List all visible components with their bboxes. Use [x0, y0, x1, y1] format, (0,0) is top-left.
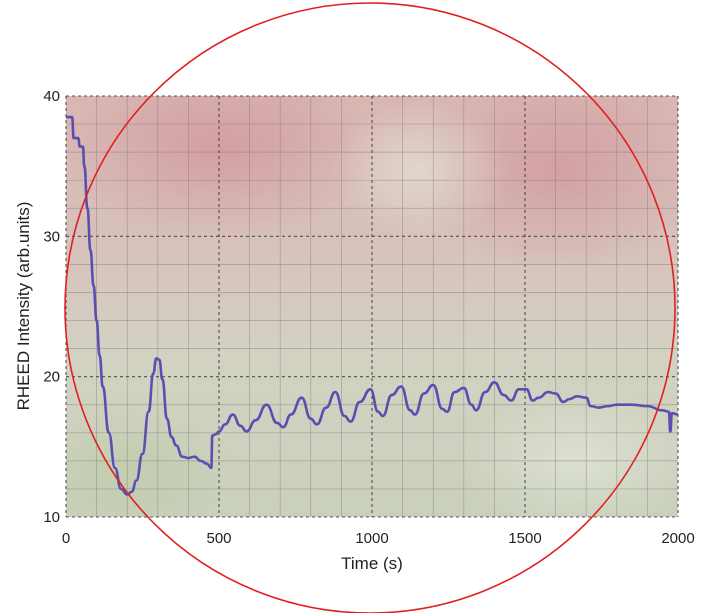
- grid: [65, 95, 679, 518]
- x-tick-label: 1000: [355, 530, 388, 547]
- rheed-intensity-line: [66, 115, 678, 496]
- plot-background: [66, 96, 678, 517]
- highlight-circle: [64, 2, 676, 613]
- x-tick-label: 0: [62, 530, 70, 547]
- y-tick-label: 30: [43, 228, 60, 245]
- x-axis-title: Time (s): [341, 554, 403, 573]
- x-tick-label: 2000: [661, 530, 694, 547]
- tick-labels: 0 500 1000 1500 2000 10 20 30 40: [43, 88, 694, 547]
- x-tick-label: 500: [206, 530, 231, 547]
- y-axis-title: RHEED Intensity (arb.units): [14, 202, 33, 411]
- series-layer: [66, 115, 678, 496]
- y-tick-label: 10: [43, 509, 60, 526]
- y-tick-label: 40: [43, 88, 60, 105]
- x-tick-label: 1500: [508, 530, 541, 547]
- y-tick-label: 20: [43, 369, 60, 386]
